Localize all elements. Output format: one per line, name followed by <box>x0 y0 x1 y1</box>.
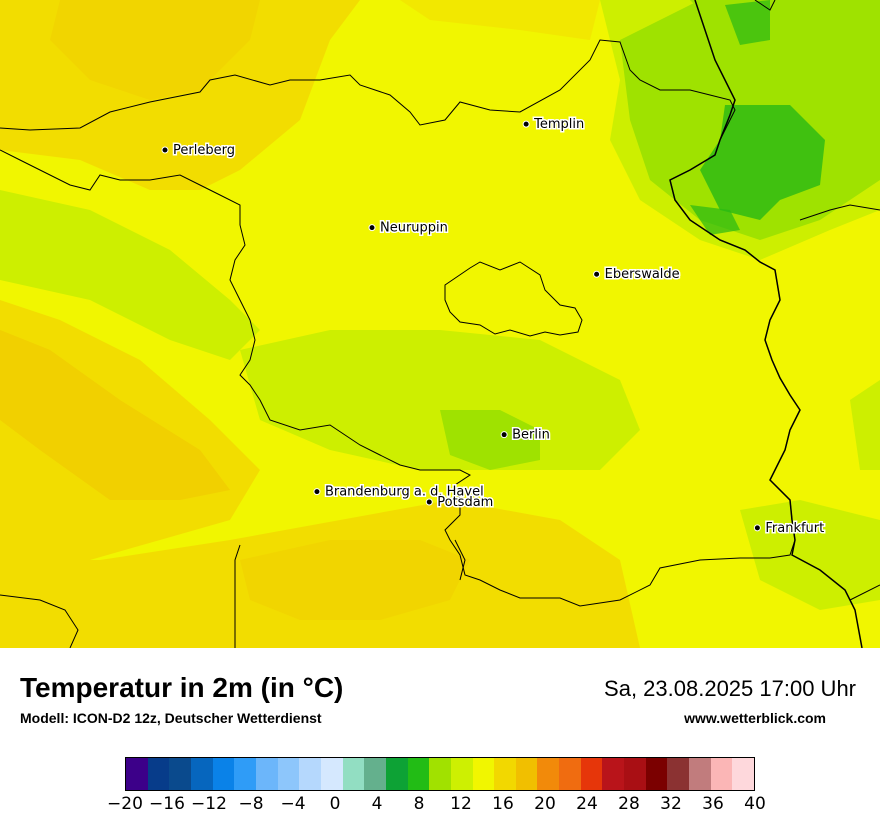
colorbar-segment <box>559 758 581 790</box>
city-dot <box>753 524 761 532</box>
colorbar-tick-label: 20 <box>534 794 556 814</box>
city-marker: Eberswalde <box>593 266 681 284</box>
map-title: Temperatur in 2m (in °C) <box>20 672 344 703</box>
city-dot <box>368 224 376 232</box>
colorbar-tick-label: 0 <box>329 794 341 814</box>
colorbar-tick-label: 32 <box>660 794 682 814</box>
city-label: Berlin <box>512 428 550 443</box>
city-marker: Berlin <box>500 426 551 444</box>
city-marker: Perleberg <box>161 142 236 160</box>
colorbar-tick-label: 24 <box>576 794 598 814</box>
colorbar-segment <box>580 758 603 790</box>
colorbar-segment <box>472 758 495 790</box>
city-label: Perleberg <box>173 143 235 158</box>
colorbar-tick-label: 12 <box>450 794 472 814</box>
national-border <box>669 0 863 648</box>
colorbar-segment <box>515 758 538 790</box>
model-subtitle: Modell: ICON-D2 12z, Deutscher Wetterdie… <box>20 710 322 726</box>
colorbar-segment <box>602 758 625 790</box>
city-dot <box>500 431 508 439</box>
city-dot <box>522 120 530 128</box>
temperature-colorbar <box>125 757 755 791</box>
temperature-field <box>0 0 880 648</box>
colorbar-segment <box>299 758 321 790</box>
legend-footer: Temperatur in 2m (in °C) Modell: ICON-D2… <box>0 648 880 830</box>
city-dot <box>593 270 601 278</box>
city-label: Templin <box>533 117 584 132</box>
colorbar-tick-label: 28 <box>618 794 640 814</box>
colorbar-segment <box>234 758 256 790</box>
colorbar-segment <box>147 758 170 790</box>
website-link[interactable]: www.wetterblick.com <box>684 710 826 726</box>
city-marker: Templin <box>522 116 586 134</box>
colorbar-tick-label: 16 <box>492 794 514 814</box>
city-marker: Potsdam <box>425 493 495 511</box>
colorbar-segment <box>255 758 278 790</box>
colorbar-segment <box>342 758 365 790</box>
colorbar-tick-label: 40 <box>744 794 766 814</box>
colorbar-tick-label: −20 <box>107 794 143 814</box>
city-label: Brandenburg a. d. Havel <box>325 485 484 500</box>
colorbar-segment <box>429 758 451 790</box>
colorbar-segment <box>320 758 343 790</box>
colorbar-segment <box>537 758 560 790</box>
colorbar-segment <box>169 758 191 790</box>
colorbar-segment <box>710 758 733 790</box>
colorbar-segment <box>212 758 235 790</box>
city-dot <box>425 498 433 506</box>
city-label: Frankfurt <box>765 521 824 536</box>
colorbar-segment <box>364 758 386 790</box>
colorbar-segment <box>732 758 755 790</box>
colorbar-segment <box>126 758 148 790</box>
colorbar-segment <box>624 758 646 790</box>
city-marker: Neuruppin <box>368 219 449 237</box>
colorbar-segment <box>689 758 711 790</box>
city-dot <box>161 146 169 154</box>
colorbar-tick-label: −12 <box>191 794 227 814</box>
colorbar-segment <box>385 758 408 790</box>
colorbar-segment <box>407 758 430 790</box>
city-label: Neuruppin <box>380 221 448 236</box>
city-dot <box>313 488 321 496</box>
temperature-map: Perleberg Neuruppin Templin Eberswalde Berli… <box>0 0 880 648</box>
city-label: Potsdam <box>437 495 493 510</box>
city-label: Eberswalde <box>605 267 680 282</box>
city-marker: Brandenburg a. d. Havel <box>313 483 485 501</box>
colorbar-segment <box>190 758 213 790</box>
colorbar-ticks: −20 −16 −12 −8 −4 0 4 8 12 16 20 24 28 32 36 40 <box>107 794 766 818</box>
colorbar-segment <box>667 758 690 790</box>
colorbar-tick-label: −8 <box>238 794 264 814</box>
colorbar-tick-label: −4 <box>280 794 306 814</box>
city-marker: Frankfurt <box>753 519 826 537</box>
colorbar-tick-label: 8 <box>413 794 425 814</box>
colorbar-tick-label: −16 <box>149 794 185 814</box>
colorbar-tick-label: 4 <box>371 794 383 814</box>
colorbar-segment <box>494 758 516 790</box>
colorbar-segment <box>277 758 300 790</box>
colorbar-tick-label: 36 <box>702 794 724 814</box>
forecast-datetime: Sa, 23.08.2025 17:00 Uhr <box>604 676 856 701</box>
city-markers: Perleberg Neuruppin Templin Eberswalde Berli… <box>161 116 826 537</box>
map-canvas: Perleberg Neuruppin Templin Eberswalde Berli… <box>0 0 880 648</box>
colorbar-segment <box>645 758 668 790</box>
colorbar-segment <box>450 758 473 790</box>
